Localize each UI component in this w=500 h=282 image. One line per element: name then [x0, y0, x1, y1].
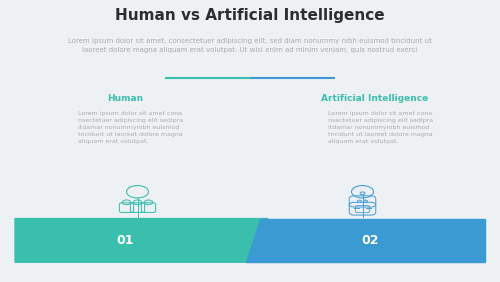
Circle shape [126, 186, 148, 198]
Text: Lorem ipsum dolor sit amet, consectetuer adipiscing elit, sed diam nonummy nibh : Lorem ipsum dolor sit amet, consectetuer… [68, 38, 432, 53]
Text: Human: Human [107, 94, 143, 103]
Circle shape [352, 186, 374, 198]
Text: Human vs Artificial Intelligence: Human vs Artificial Intelligence [115, 8, 385, 23]
Text: Lorem ipsum dolor sit amet cona
nsectetuer adipiscing elit sedipra
itdamar nonum: Lorem ipsum dolor sit amet cona nsectetu… [78, 111, 182, 144]
Polygon shape [246, 219, 485, 262]
Text: 01: 01 [116, 234, 134, 247]
Text: Lorem ipsum dolor sit amet cona
nsectetuer adipiscing elit sedipra
itdamar nonum: Lorem ipsum dolor sit amet cona nsectetu… [328, 111, 432, 144]
Polygon shape [15, 219, 268, 262]
Text: Artificial Intelligence: Artificial Intelligence [322, 94, 428, 103]
Text: 02: 02 [361, 234, 379, 247]
